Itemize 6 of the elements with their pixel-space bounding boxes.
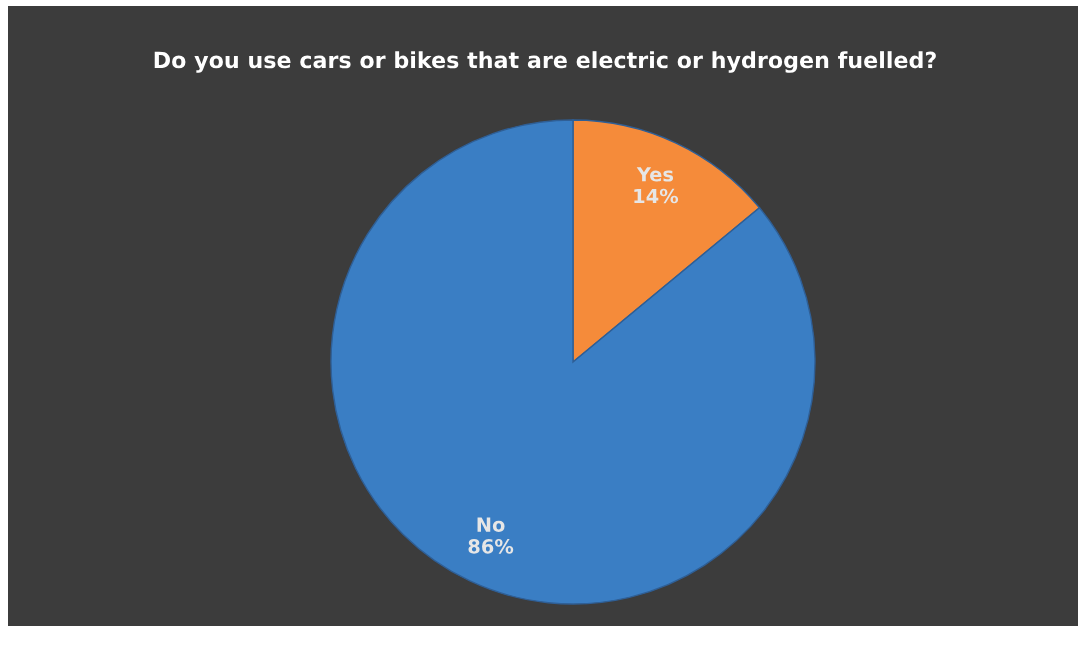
slice-label: No <box>477 517 505 532</box>
chart-title: Do you use cars or bikes that are electric or hydrogen fuelled? <box>154 51 936 73</box>
pie-slice <box>330 119 816 605</box>
data-label: 86% <box>468 539 514 554</box>
data-label: 14% <box>634 188 679 204</box>
slice-label: Yes <box>636 167 674 182</box>
